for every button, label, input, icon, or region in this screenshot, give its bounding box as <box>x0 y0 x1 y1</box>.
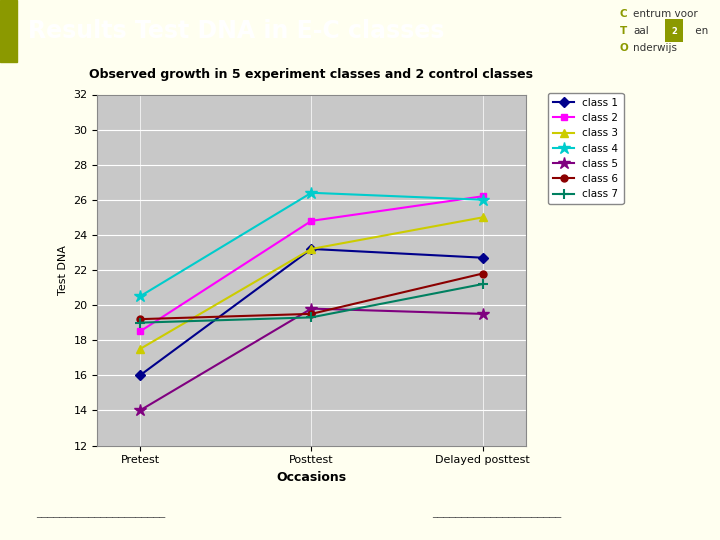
Line: class 2: class 2 <box>137 193 486 335</box>
Line: class 4: class 4 <box>134 186 489 302</box>
Text: nderwijs: nderwijs <box>634 43 678 53</box>
Line: class 5: class 5 <box>134 302 489 417</box>
class 1 <box>307 246 316 252</box>
Bar <box>0 0 17 62</box>
class 5 <box>307 306 316 312</box>
Text: aal: aal <box>634 26 649 36</box>
class 2 <box>136 328 145 335</box>
class 7 <box>307 314 316 321</box>
class 7 <box>136 320 145 326</box>
Text: entrum voor: entrum voor <box>634 9 698 19</box>
Text: Results Test DNA in E-C classes: Results Test DNA in E-C classes <box>27 19 444 43</box>
class 5 <box>136 407 145 414</box>
Text: O: O <box>620 43 629 53</box>
class 5 <box>479 310 487 317</box>
class 4 <box>136 293 145 300</box>
class 3 <box>479 214 487 220</box>
class 1 <box>136 372 145 379</box>
Text: 2: 2 <box>671 26 677 36</box>
class 3 <box>307 246 316 252</box>
X-axis label: Occasions: Occasions <box>276 471 346 484</box>
Text: C: C <box>620 9 627 19</box>
class 6 <box>307 310 316 317</box>
Text: T: T <box>620 26 627 36</box>
Text: Observed growth in 5 experiment classes and 2 control classes: Observed growth in 5 experiment classes … <box>89 68 534 81</box>
class 4 <box>479 197 487 203</box>
class 2 <box>479 193 487 200</box>
Text: en: en <box>692 26 708 36</box>
FancyBboxPatch shape <box>665 18 683 42</box>
Line: class 1: class 1 <box>137 246 486 379</box>
Line: class 7: class 7 <box>135 279 487 328</box>
class 6 <box>136 316 145 322</box>
Y-axis label: Test DNA: Test DNA <box>58 245 68 295</box>
class 4 <box>307 190 316 196</box>
class 3 <box>136 346 145 352</box>
class 1 <box>479 254 487 261</box>
class 2 <box>307 218 316 224</box>
Line: class 3: class 3 <box>136 213 487 353</box>
class 6 <box>479 270 487 276</box>
Text: ──────────────────────: ────────────────────── <box>432 514 562 523</box>
Legend: class 1, class 2, class 3, class 4, class 5, class 6, class 7: class 1, class 2, class 3, class 4, clas… <box>548 93 624 204</box>
Line: class 6: class 6 <box>137 270 486 322</box>
Text: ──────────────────────: ────────────────────── <box>36 514 166 523</box>
class 7 <box>479 281 487 287</box>
